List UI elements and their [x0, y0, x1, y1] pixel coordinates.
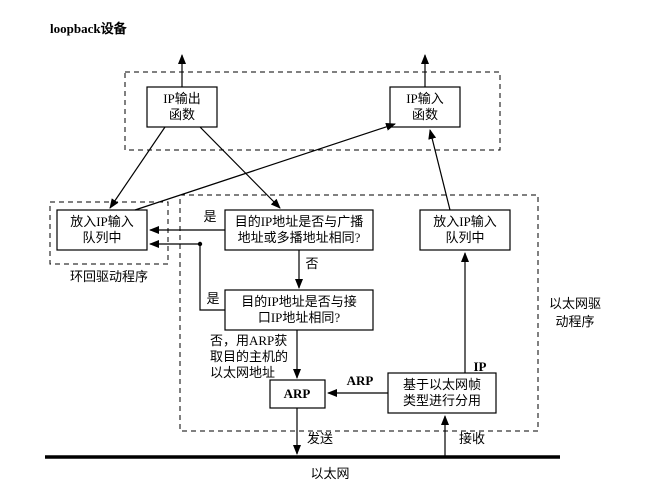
label-send: 发送	[307, 431, 333, 446]
edge-ipout-loopq	[110, 127, 165, 208]
junction-dot	[198, 242, 202, 246]
ethq-l1: 放入IP输入	[433, 214, 497, 229]
ethq-l2: 队列中	[445, 230, 484, 245]
node-ip-out: IP输出 函数	[147, 87, 217, 127]
demux-l1: 基于以太网帧	[403, 377, 481, 392]
edge-loopq-ipin	[135, 124, 395, 210]
label-no2-3: 以太网地址	[210, 365, 275, 380]
edge-ipout-bcast	[200, 127, 280, 208]
self-l2: 口IP地址相同?	[258, 310, 341, 325]
self-l1: 目的IP地址是否与接	[241, 294, 357, 309]
label-eth-driver-1: 以太网驱	[549, 296, 601, 311]
diagram-canvas: loopback设备 环回驱动程序 以太网驱 动程序 IP输出 函数 IP输入 …	[0, 0, 653, 500]
node-broadcast-check: 目的IP地址是否与广播 地址或多播地址相同?	[225, 210, 373, 250]
label-yes1: 是	[203, 209, 216, 224]
loopq-l1: 放入IP输入	[70, 214, 134, 229]
edge-ethq-ipin	[430, 130, 450, 210]
demux-l2: 类型进行分用	[403, 393, 481, 408]
label-no2-1: 否，用ARP获	[210, 333, 287, 348]
ip-out-l2: 函数	[169, 107, 195, 122]
label-no2-2: 取目的主机的	[210, 349, 288, 364]
loopq-l2: 队列中	[82, 230, 121, 245]
node-ip-in: IP输入 函数	[390, 87, 460, 127]
bcast-l1: 目的IP地址是否与广播	[235, 214, 364, 229]
label-arp-tag: ARP	[347, 373, 374, 388]
diagram-title: loopback设备	[50, 21, 128, 36]
label-recv: 接收	[459, 431, 485, 446]
ip-out-l1: IP输出	[163, 91, 201, 106]
node-loop-queue: 放入IP输入 队列中	[57, 210, 147, 250]
label-yes2: 是	[206, 291, 219, 306]
ip-in-l1: IP输入	[406, 91, 444, 106]
ip-in-l2: 函数	[412, 107, 438, 122]
node-demux: 基于以太网帧 类型进行分用	[388, 373, 496, 413]
node-eth-queue: 放入IP输入 队列中	[420, 210, 510, 250]
label-ip-tag: IP	[474, 359, 487, 374]
label-ethernet: 以太网	[310, 466, 349, 481]
label-no1: 否	[305, 256, 318, 271]
label-eth-driver-2: 动程序	[555, 314, 594, 329]
label-loopback-driver: 环回驱动程序	[70, 269, 148, 284]
arp-l1: ARP	[284, 386, 311, 401]
node-self-check: 目的IP地址是否与接 口IP地址相同?	[225, 290, 373, 330]
node-arp: ARP	[270, 380, 325, 408]
bcast-l2: 地址或多播地址相同?	[238, 230, 361, 245]
